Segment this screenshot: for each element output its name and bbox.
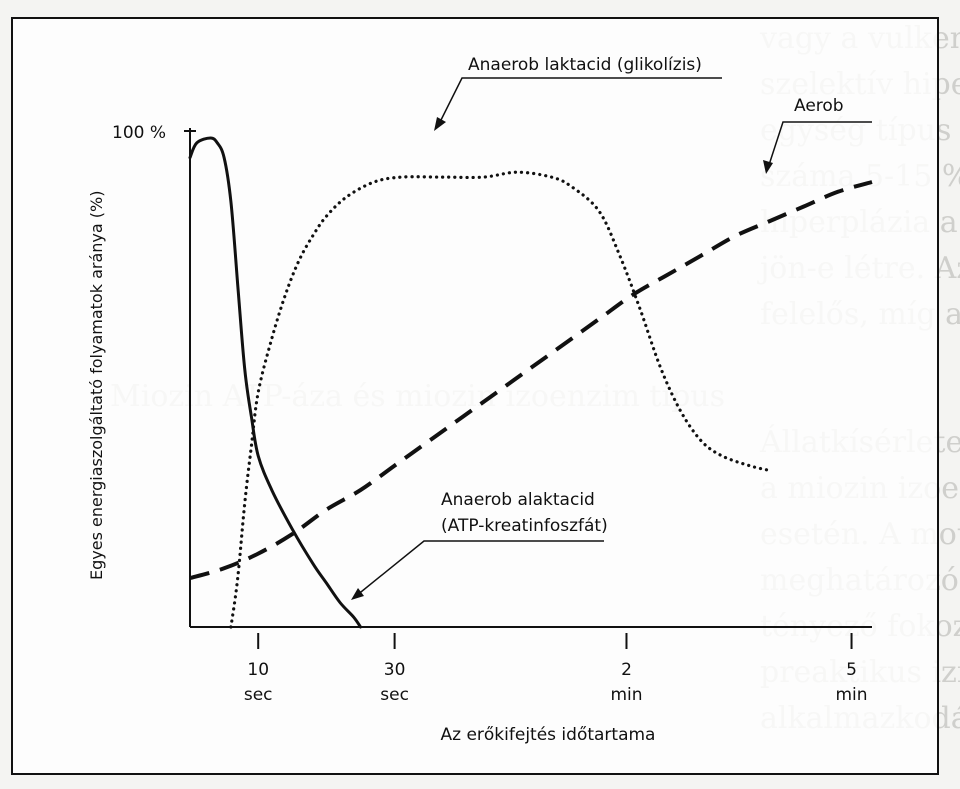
annotation-glikolizis: Anaerob laktacid (glikolízis) [434, 55, 722, 131]
glikolizis-label: Anaerob laktacid (glikolízis) [468, 55, 702, 75]
aerob-leader [767, 121, 872, 169]
glikolizis-arrowhead [434, 117, 446, 131]
glikolizis-leader [437, 77, 722, 127]
alaktacid-leader [355, 540, 604, 597]
series-aerob-line [189, 180, 873, 581]
series-alaktacid-line [188, 136, 362, 629]
x-axis-label: Az erőkifejtés időtartama [441, 725, 656, 745]
x-tick-unit: min [610, 685, 642, 705]
chart-panel [11, 17, 939, 775]
alaktacid-arrowhead [351, 588, 364, 600]
x-tick-value: 2 [621, 660, 632, 680]
aerob-label: Aerob [794, 96, 844, 116]
aerob-arrowhead [763, 160, 773, 174]
alaktacid-label-line2: (ATP-kreatinfoszfát) [441, 516, 608, 536]
y-axis-label: Egyes energiaszolgáltató folyamatok arán… [87, 191, 106, 580]
x-tick-value: 30 [384, 660, 406, 680]
x-tick-value: 5 [846, 660, 857, 680]
series [188, 136, 873, 629]
y-tick-label-100: 100 % [112, 123, 166, 143]
series-glikolizis-line [229, 170, 772, 629]
x-ticks: 10 sec 30 sec 2 min 5 min [244, 633, 868, 705]
x-tick-unit: min [836, 685, 868, 705]
x-tick-value: 10 [247, 660, 269, 680]
annotation-alaktacid: Anaerob alaktacid (ATP-kreatinfoszfát) [351, 490, 608, 600]
alaktacid-label-line1: Anaerob alaktacid [441, 490, 595, 510]
annotation-aerob: Aerob [763, 96, 872, 174]
x-tick-unit: sec [244, 685, 273, 705]
x-tick-unit: sec [380, 685, 409, 705]
